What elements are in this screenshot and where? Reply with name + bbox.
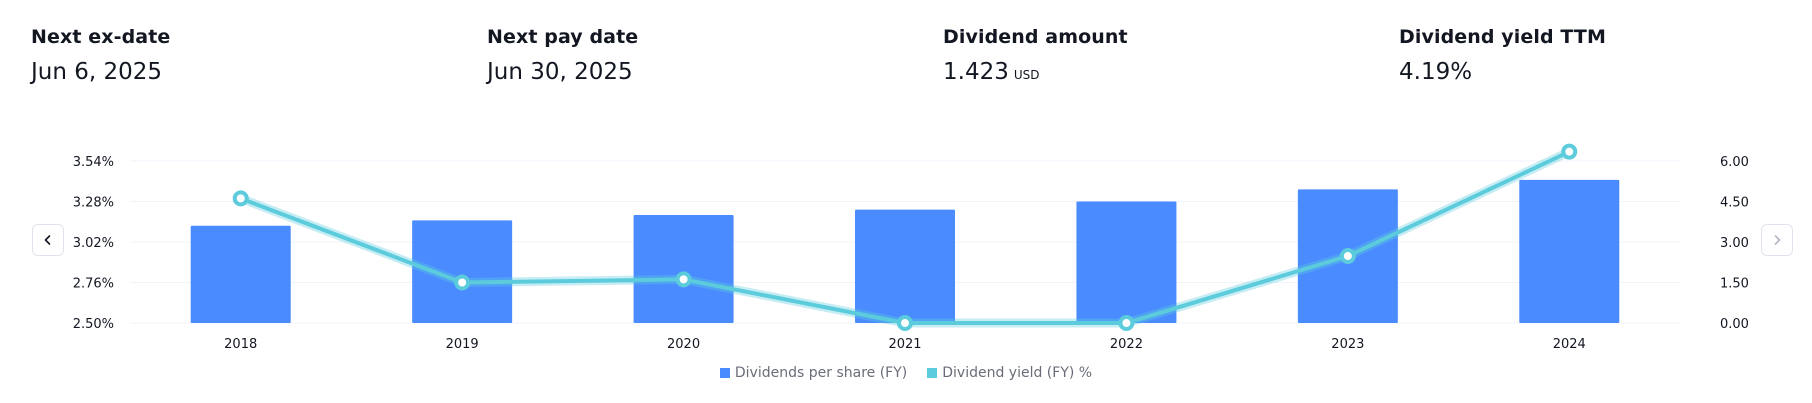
stat-label: Dividend yield TTM [1399,26,1606,48]
x-axis-tick-label: 2023 [1331,337,1364,352]
legend-label: Dividends per share (FY) [734,365,908,381]
left-axis-tick-label: 3.28% [73,196,114,211]
stat-next-ex-date: Next ex-date Jun 6, 2025 [31,26,170,85]
point-dividend-yield [454,274,471,291]
bar-dividends-per-share [633,215,734,323]
left-axis-tick-label: 2.76% [73,277,114,292]
chevron-left-icon [44,235,51,245]
stat-dividend-yield-ttm: Dividend yield TTM 4.19% [1399,26,1606,85]
x-axis-tick-label: 2022 [1110,337,1143,352]
bar-dividends-per-share [855,209,955,323]
stat-value: Jun 30, 2025 [487,59,633,85]
point-dividend-yield [232,190,249,207]
left-axis-tick-label: 2.50% [73,317,114,332]
chart-next-button[interactable] [1761,224,1793,256]
left-axis-tick-label: 3.02% [73,236,114,251]
legend-item-dividends-per-share[interactable]: Dividends per share (FY) [719,365,908,381]
legend-item-dividend-yield[interactable]: Dividend yield (FY) % [927,365,1092,381]
stat-unit: USD [1013,68,1040,82]
chart-legend: Dividends per share (FY) Dividend yield … [0,365,1812,381]
legend-label: Dividend yield (FY) % [942,365,1093,381]
stat-label: Dividend amount [943,26,1128,48]
chevron-right-icon [1774,235,1781,245]
stat-value: Jun 6, 2025 [31,59,163,85]
stat-value: 4.19% [1399,59,1473,85]
point-dividend-yield [1339,248,1356,265]
bar-dividends-per-share [1076,201,1177,323]
point-dividend-yield [675,271,692,288]
stat-label: Next pay date [487,26,639,48]
x-axis-tick-label: 2019 [446,337,479,352]
x-axis-tick-label: 2018 [224,337,257,352]
bar-dividends-per-share [412,220,513,323]
stat-next-pay-date: Next pay date Jun 30, 2025 [487,26,638,85]
point-dividend-yield [1561,143,1578,160]
left-axis-tick-label: 3.54% [73,155,114,170]
bar-dividends-per-share [1519,179,1620,323]
stat-value-number: 1.423 [943,59,1009,85]
x-axis-tick-label: 2020 [667,337,700,352]
right-axis-tick-label: 1.50 [1720,277,1749,292]
point-dividend-yield [897,315,913,331]
bar-dividends-per-share [190,225,291,323]
point-dividend-yield [1118,315,1135,331]
stat-value: 1.423 USD [943,59,1128,85]
legend-swatch-line [927,368,938,378]
stat-label: Next ex-date [31,26,171,48]
right-axis-tick-label: 4.50 [1720,196,1749,211]
x-axis-tick-label: 2021 [888,337,921,352]
legend-swatch-bars [719,368,730,378]
right-axis-tick-label: 3.00 [1720,236,1749,251]
stat-dividend-amount: Dividend amount 1.423 USD [943,26,1128,85]
right-axis-tick-label: 0.00 [1720,317,1749,332]
right-axis-tick-label: 6.00 [1720,155,1749,170]
chart-prev-button[interactable] [32,224,64,256]
x-axis-tick-label: 2024 [1553,337,1586,352]
